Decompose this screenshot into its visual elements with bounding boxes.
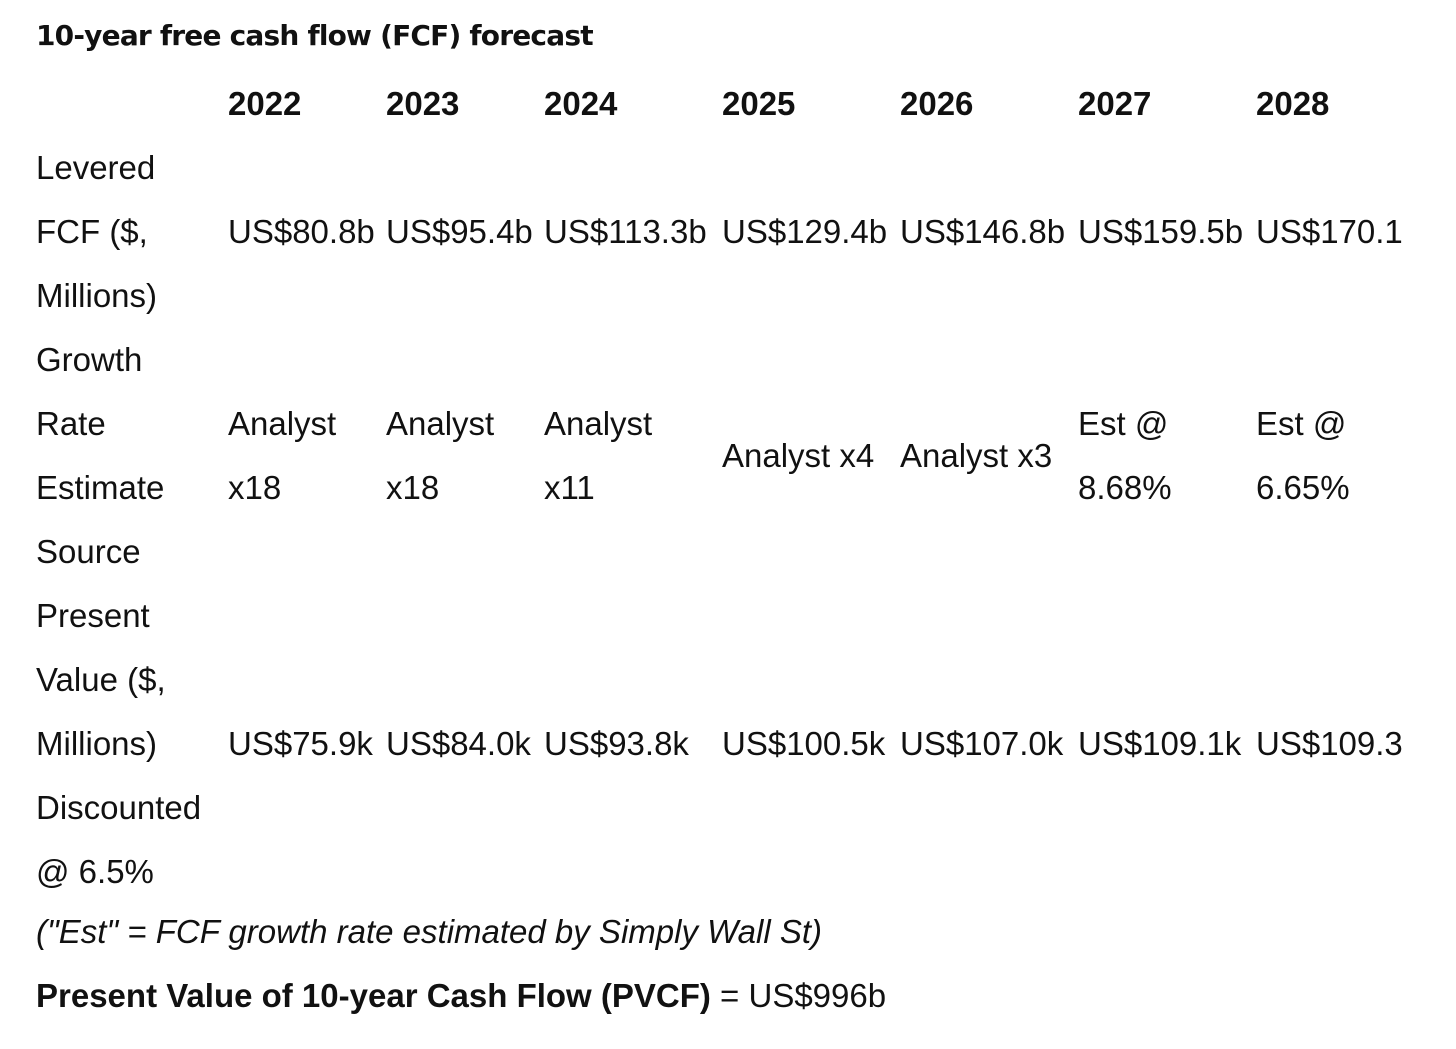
growth-source-cell: Analyst x11 <box>544 328 722 584</box>
row-label-line: Present <box>36 597 150 634</box>
header-row: 2022 2023 2024 2025 2026 2027 2028 <box>36 72 1402 136</box>
fcf-forecast-table: 2022 2023 2024 2025 2026 2027 2028 Lever… <box>36 72 1402 912</box>
cell-line: Analyst <box>386 405 495 442</box>
row-label-line: Rate <box>36 405 106 442</box>
row-label-line: Value ($, <box>36 661 166 698</box>
growth-source-cell: Analyst x3 <box>900 328 1078 584</box>
growth-source-cell: Est @ 8.68% <box>1078 328 1256 584</box>
present-value-cell: US$109.1k <box>1078 725 1242 762</box>
row-label-line: Millions) <box>36 277 158 314</box>
growth-source-cell: Analyst x18 <box>386 328 544 584</box>
row-label-present-value: Present Value ($, Millions) Discounted @… <box>36 584 228 904</box>
row-label-growth-source: Growth Rate Estimate Source <box>36 328 228 584</box>
cell-line: 6.65% <box>1256 469 1350 506</box>
row-label-line: FCF ($, <box>36 213 148 250</box>
row-label-line: Millions) <box>36 725 158 762</box>
table-body: Levered FCF ($, Millions) US$80.8b US$95… <box>36 136 1402 904</box>
cell-line: x18 <box>386 469 440 506</box>
growth-source-cell: Analyst x18 <box>228 328 386 584</box>
year-header: 2025 <box>722 85 796 122</box>
cell-line: x11 <box>544 469 595 506</box>
pvcf-summary: Present Value of 10-year Cash Flow (PVCF… <box>36 966 886 1026</box>
fcf-value-cell: US$170.1b <box>1256 213 1402 250</box>
fcf-value-cell: US$129.4b <box>722 213 888 250</box>
present-value-cell: US$93.8k <box>544 725 689 762</box>
cell-line: Analyst <box>544 405 653 442</box>
pvcf-value: = US$996b <box>710 977 887 1014</box>
present-value-cell: US$107.0k <box>900 725 1064 762</box>
cell-line: Est @ <box>1256 405 1347 442</box>
growth-source-cell: Analyst x4 <box>722 328 900 584</box>
year-header: 2024 <box>544 85 618 122</box>
growth-source-cell: Est @ 6.65% <box>1256 328 1402 584</box>
fcf-value-cell: US$95.4b <box>386 213 533 250</box>
cell-line: x18 <box>228 469 282 506</box>
header-corner-cell <box>36 72 228 136</box>
year-header: 2022 <box>228 85 302 122</box>
row-label-line: Growth <box>36 341 143 378</box>
row-label-line: @ 6.5% <box>36 853 154 890</box>
cell-line: Analyst x3 <box>900 437 1053 474</box>
row-label-line: Levered <box>36 149 156 186</box>
table-row-growth-source: Growth Rate Estimate Source Analyst x18 … <box>36 328 1402 584</box>
footnote: ("Est" = FCF growth rate estimated by Si… <box>36 913 823 950</box>
row-label-line: Discounted <box>36 789 202 826</box>
cell-line: Analyst <box>228 405 337 442</box>
table-header: 2022 2023 2024 2025 2026 2027 2028 <box>36 72 1402 136</box>
present-value-cell: US$75.9k <box>228 725 373 762</box>
cell-line: 8.68% <box>1078 469 1172 506</box>
fcf-value-cell: US$113.3b <box>544 213 707 250</box>
row-label-line: Source <box>36 533 141 570</box>
year-header: 2026 <box>900 85 974 122</box>
cell-line: Est @ <box>1078 405 1169 442</box>
present-value-cell: US$109.3k <box>1256 725 1402 762</box>
row-label-line: Estimate <box>36 469 165 506</box>
forecast-table-grid: 2022 2023 2024 2025 2026 2027 2028 Lever… <box>36 72 1402 904</box>
present-value-cell: US$100.5k <box>722 725 886 762</box>
table-row-levered-fcf: Levered FCF ($, Millions) US$80.8b US$95… <box>36 136 1402 328</box>
fcf-value-cell: US$80.8b <box>228 213 375 250</box>
row-label-levered-fcf: Levered FCF ($, Millions) <box>36 136 228 328</box>
present-value-cell: US$84.0k <box>386 725 531 762</box>
cell-line: Analyst x4 <box>722 437 875 474</box>
year-header: 2027 <box>1078 85 1152 122</box>
year-header: 2028 <box>1256 85 1330 122</box>
page-title: 10-year free cash flow (FCF) forecast <box>36 19 594 52</box>
table-row-present-value: Present Value ($, Millions) Discounted @… <box>36 584 1402 904</box>
fcf-value-cell: US$146.8b <box>900 213 1066 250</box>
year-header: 2023 <box>386 85 460 122</box>
fcf-value-cell: US$159.5b <box>1078 213 1244 250</box>
pvcf-label: Present Value of 10-year Cash Flow (PVCF… <box>36 977 711 1014</box>
